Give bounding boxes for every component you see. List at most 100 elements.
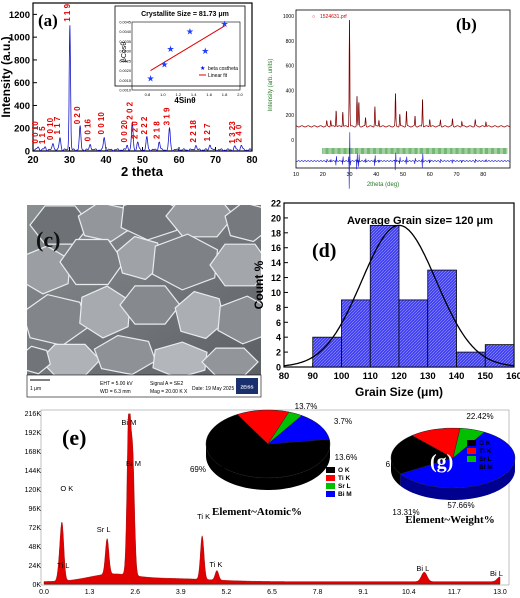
sem-grain bbox=[93, 334, 157, 375]
legend-label: O K bbox=[338, 467, 350, 474]
inset-y-tick-label: 0.0040 bbox=[119, 30, 131, 34]
x-tick-label: 3.9 bbox=[176, 589, 186, 596]
inset-xlabel: 4Sinθ bbox=[174, 96, 195, 105]
x-tick-label: 60 bbox=[173, 155, 185, 166]
difference-curve bbox=[295, 132, 511, 189]
pie-slice-side bbox=[400, 458, 515, 500]
pie-percent-label: 57.66% bbox=[447, 501, 474, 510]
pie-slice-ti-k bbox=[236, 409, 290, 445]
panel-f-caption: Element~Atomic% bbox=[212, 506, 302, 518]
y-tick-label: 16 bbox=[271, 243, 281, 253]
sem-mag: Mag = 20.00 K X bbox=[150, 389, 188, 395]
panel-b-plot bbox=[295, 20, 511, 189]
y-tick-label: 400 bbox=[14, 101, 30, 112]
x-tick-label: 120 bbox=[391, 371, 407, 382]
sem-scalebar-label: 1 μm bbox=[30, 386, 41, 392]
y-tick-label: 200 bbox=[14, 124, 30, 135]
inset-plot: ★ ★ ★ ★ ★ ★ bbox=[146, 19, 228, 83]
inset-x-tick-label: 1.2 bbox=[176, 92, 182, 97]
x-tick-label: 70 bbox=[453, 172, 459, 178]
panel-e-plot: O KTi LSr LBi MBi MTi KTi K Bi LBi L bbox=[43, 413, 503, 585]
x-tick-label: 10.4 bbox=[402, 589, 416, 596]
histogram-bar bbox=[369, 224, 400, 368]
panel-b-xlabel: 2theta (deg) bbox=[367, 182, 399, 188]
inset-x-tick-label: 1.0 bbox=[160, 92, 166, 97]
panel-b-frame bbox=[295, 9, 511, 169]
x-tick-label: 0.0 bbox=[39, 589, 49, 596]
panel-a: (a) 2 theta Intensity (a.u.) 20 30 40 50 60 7… bbox=[0, 2, 258, 179]
sem-grain bbox=[224, 205, 261, 243]
x-tick-label: 7.8 bbox=[313, 589, 323, 596]
y-tick-label: 400 bbox=[286, 88, 295, 94]
pie-slice-side bbox=[206, 444, 330, 490]
pie-g-legend: O KTi KSr LBi M bbox=[467, 440, 493, 471]
y-tick-label: 800 bbox=[14, 55, 30, 66]
sem-grain bbox=[116, 235, 164, 281]
histogram-bar bbox=[312, 336, 342, 368]
peak-label: 2 2 0 bbox=[131, 121, 140, 139]
x-tick-label: 13.0 bbox=[493, 589, 507, 596]
x-tick-label: 60 bbox=[427, 172, 433, 178]
pie-slice-bi-m bbox=[267, 415, 330, 445]
histogram-bar bbox=[398, 299, 429, 368]
x-tick-label: 20 bbox=[27, 155, 39, 166]
sem-grain bbox=[217, 295, 261, 345]
y-tick-label: 22 bbox=[271, 199, 281, 209]
y-tick-label: 600 bbox=[14, 78, 30, 89]
inset-axes: 0.8 1.0 1.2 1.4 1.6 1.8 2.0 0.0010 0.0015 0.0020 0… bbox=[119, 21, 243, 98]
legend-swatch-bi-m bbox=[326, 491, 335, 497]
legend-star-icon: ★ bbox=[200, 65, 205, 72]
inset-data-point: ★ bbox=[167, 44, 175, 54]
panel-g-caption: Element~Weight% bbox=[405, 514, 494, 526]
xrd-pattern-line bbox=[33, 25, 252, 152]
inset-title: Crystallite Size = 81.73 μm bbox=[141, 11, 229, 18]
inset-data-point: ★ bbox=[221, 19, 229, 29]
panel-a-xlabel: 2 theta bbox=[121, 164, 164, 179]
legend-label: Bi M bbox=[479, 464, 493, 471]
y-tick-label: 0K bbox=[32, 582, 41, 589]
legend-label: O K bbox=[479, 440, 491, 447]
y-tick-label: 144K bbox=[25, 468, 42, 475]
pie-slice-o-k bbox=[205, 414, 331, 479]
inset-ylabel: βCosθ bbox=[121, 42, 128, 62]
panel-d: Average Grain size= 120 μm (d) Grain Siz… bbox=[252, 199, 520, 400]
inset-data-point: ★ bbox=[186, 27, 194, 37]
x-tick-label: 160 bbox=[506, 371, 520, 382]
sem-grain bbox=[59, 238, 125, 286]
x-tick-label: 80 bbox=[279, 371, 290, 382]
inset-y-tick-label: 0.0010 bbox=[119, 89, 131, 93]
legend-swatch-o-k bbox=[326, 467, 335, 473]
y-tick-label: 12 bbox=[271, 273, 281, 283]
pie-percent-label: 13.6% bbox=[335, 453, 358, 462]
inset-plot-frame bbox=[131, 21, 241, 91]
histogram-bar bbox=[341, 299, 371, 368]
pie-percent-label: 6.61% bbox=[386, 460, 409, 469]
panel-b-legend: 1524631.prf bbox=[320, 14, 347, 20]
sem-signal: Signal A = SE2 bbox=[150, 381, 183, 387]
peak-label: 0 0 10 bbox=[97, 112, 106, 135]
panel-b-letter: (b) bbox=[456, 15, 477, 34]
pie-percent-label: 13.31% bbox=[392, 508, 419, 517]
pie-slice-bi-m bbox=[399, 431, 516, 489]
x-tick-label: 1.3 bbox=[85, 589, 95, 596]
panel-a-ylabel: Intensity (a.u.) bbox=[0, 36, 13, 117]
legend-swatch-sr-l bbox=[467, 456, 476, 462]
inset-x-tick-label: 1.8 bbox=[222, 92, 228, 97]
sem-grain bbox=[174, 290, 226, 340]
inset-legend-scatter: beta costheta bbox=[208, 66, 238, 72]
inset-y-tick-label: 0.0045 bbox=[119, 21, 131, 25]
eds-peak-label: Sr L bbox=[97, 525, 111, 534]
y-tick-label: 216K bbox=[25, 411, 42, 418]
x-tick-label: 100 bbox=[334, 371, 350, 382]
sem-grain bbox=[151, 233, 219, 291]
legend-swatch-ti-k bbox=[467, 448, 476, 454]
eds-peak-label: Bi M bbox=[126, 459, 141, 468]
panel-d-plot bbox=[283, 224, 515, 368]
eds-peak-label: Bi L bbox=[416, 564, 429, 573]
panel-b-background bbox=[260, 2, 518, 190]
pie-percent-label: 13.7% bbox=[295, 402, 318, 411]
pie-percent-label: 3.7% bbox=[334, 417, 352, 426]
y-tick-label: 10 bbox=[271, 288, 281, 298]
